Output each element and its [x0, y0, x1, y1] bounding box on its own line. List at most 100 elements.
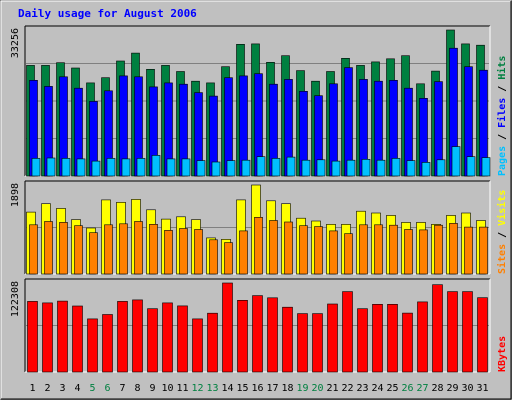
legend-item-files: Files: [496, 98, 508, 128]
bar-sites-day-26: [404, 229, 413, 275]
bar-kbytes-day-2: [42, 302, 53, 373]
legend-separator: /: [497, 226, 508, 244]
bar-pages-day-4: [76, 158, 86, 177]
bar-sites-day-3: [59, 222, 68, 275]
bar-kbytes-day-14: [222, 282, 233, 373]
day-label-10: 10: [161, 383, 173, 394]
bar-pages-day-19: [301, 159, 311, 177]
legend-hits: Pages / Files / Hits: [496, 56, 508, 176]
bar-kbytes-day-16: [252, 295, 263, 373]
panel-kbytes: 122308 KBytes: [10, 278, 508, 373]
bar-sites-day-15: [239, 230, 248, 275]
bar-kbytes-day-20: [312, 313, 323, 373]
bar-kbytes-day-29: [447, 291, 458, 373]
day-label-20: 20: [311, 383, 323, 394]
legend-item-hits: Hits: [496, 56, 508, 80]
y-max-label: 122308: [10, 281, 21, 317]
bar-kbytes-day-6: [102, 314, 113, 373]
day-label-4: 4: [74, 383, 80, 394]
bar-sites-day-5: [89, 232, 98, 275]
bar-sites-day-22: [344, 233, 353, 275]
bar-pages-day-3: [61, 158, 71, 177]
y-max-label: 1898: [10, 183, 21, 207]
bar-kbytes-day-23: [357, 308, 368, 373]
chart-title: Daily usage for August 2006: [18, 7, 197, 20]
day-labels: 1 2 3 4 5 6 7 8 9 10 11 12 13 14 15 16 17 18 19 20 21 22 23 24 2…: [29, 383, 488, 394]
day-label-22: 22: [341, 383, 353, 394]
bar-pages-day-6: [106, 158, 116, 177]
day-label-30: 30: [461, 383, 473, 394]
day-label-12: 12: [191, 383, 203, 394]
bar-kbytes-day-3: [57, 300, 68, 373]
day-label-16: 16: [251, 383, 263, 394]
bar-pages-day-17: [271, 158, 281, 177]
bar-kbytes-day-13: [207, 312, 218, 373]
day-label-8: 8: [134, 383, 140, 394]
bar-sites-day-25: [389, 224, 398, 275]
bar-sites-day-31: [479, 226, 488, 275]
day-label-24: 24: [371, 383, 383, 394]
bar-kbytes-day-4: [72, 305, 83, 373]
legend-visits: Sites / Visits: [496, 190, 508, 274]
day-label-11: 11: [176, 383, 188, 394]
bar-pages-day-1: [31, 158, 41, 177]
day-label-23: 23: [356, 383, 368, 394]
day-label-1: 1: [29, 383, 35, 394]
day-label-15: 15: [236, 383, 248, 394]
bar-pages-day-26: [406, 160, 416, 177]
bar-kbytes-day-25: [387, 303, 398, 373]
bar-sites-day-9: [149, 224, 158, 275]
day-label-18: 18: [281, 383, 293, 394]
bar-pages-day-15: [241, 159, 251, 177]
day-label-27: 27: [416, 383, 428, 394]
bar-kbytes-day-24: [372, 303, 383, 373]
bar-sites-day-18: [284, 221, 293, 275]
legend-separator: /: [497, 128, 508, 146]
day-label-3: 3: [59, 383, 65, 394]
bar-sites-day-23: [359, 224, 368, 275]
bar-files-day-22: [344, 67, 353, 177]
bar-sites-day-7: [119, 223, 128, 275]
bar-kbytes-day-15: [237, 299, 248, 373]
legend-item-sites: Sites: [496, 244, 508, 274]
bar-kbytes-day-12: [192, 318, 203, 373]
panel-visits: 1898 Sites / Visits: [10, 180, 508, 275]
bar-pages-day-10: [166, 158, 176, 177]
day-label-6: 6: [104, 383, 110, 394]
day-label-13: 13: [206, 383, 218, 394]
day-label-19: 19: [296, 383, 308, 394]
day-label-14: 14: [221, 383, 233, 394]
bar-sites-day-10: [164, 230, 173, 275]
bar-pages-day-12: [196, 160, 206, 177]
bar-sites-day-16: [254, 217, 263, 275]
chart-panels: 33256 Pages / Files / Hits 1898 Sites / Vis…: [10, 25, 508, 373]
bar-kbytes-day-11: [177, 305, 188, 373]
bar-sites-day-2: [44, 221, 53, 275]
bar-sites-day-14: [224, 242, 233, 275]
bar-pages-day-16: [256, 156, 266, 177]
legend-item-visits: Visits: [496, 190, 508, 226]
bar-sites-day-11: [179, 228, 188, 275]
bar-pages-day-23: [361, 159, 371, 177]
bar-kbytes-day-22: [342, 291, 353, 373]
bar-pages-day-27: [421, 162, 431, 177]
bar-sites-day-30: [464, 226, 473, 275]
bar-sites-day-29: [449, 223, 458, 275]
bar-sites-day-21: [329, 230, 338, 275]
bar-sites-day-19: [299, 225, 308, 275]
day-label-17: 17: [266, 383, 278, 394]
bar-sites-day-28: [434, 224, 443, 275]
legend-item-kbytes: KBytes: [497, 336, 508, 372]
bar-pages-day-30: [466, 156, 476, 177]
day-label-2: 2: [44, 383, 50, 394]
bar-pages-day-9: [151, 155, 161, 177]
bar-pages-day-8: [136, 158, 146, 177]
bar-sites-day-24: [374, 224, 383, 275]
bar-kbytes-day-5: [87, 318, 98, 373]
bar-kbytes-day-30: [462, 291, 473, 373]
bar-sites-day-17: [269, 220, 278, 275]
day-label-25: 25: [386, 383, 398, 394]
y-max-label: 33256: [10, 28, 21, 58]
